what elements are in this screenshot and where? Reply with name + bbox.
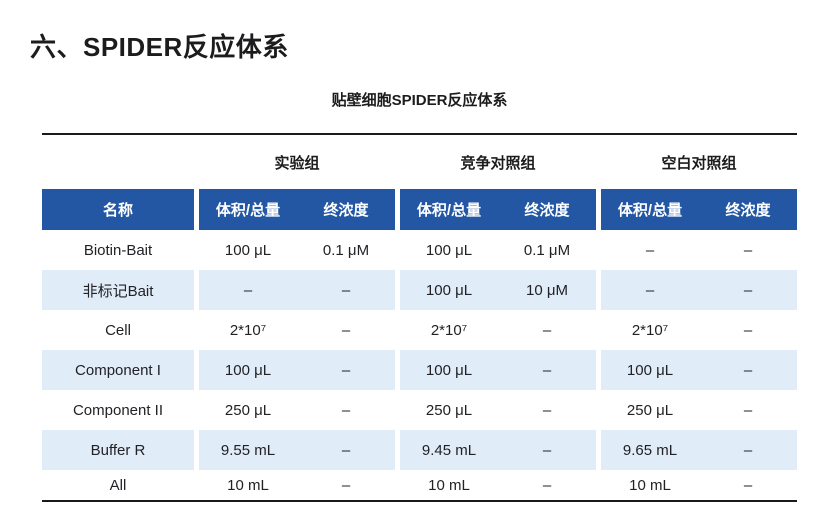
cell-concentration: – (341, 441, 351, 459)
row-group-3: 10 mL – (601, 470, 797, 500)
cell-concentration: – (341, 401, 351, 419)
row-group-1: 2*10⁷ – (199, 310, 395, 350)
cell-concentration: – (743, 321, 753, 339)
cell-concentration: – (542, 321, 552, 339)
cell-concentration: – (743, 361, 753, 379)
row-group-3: 2*10⁷ – (601, 310, 797, 350)
cell-concentration: – (743, 476, 753, 494)
row-group-1: 10 mL – (199, 470, 395, 500)
group-header-blank-control: 空白对照组 (661, 154, 737, 172)
column-header-row: 名称 体积/总量 终浓度 体积/总量 终浓度 体积/总量 终浓度 (42, 189, 797, 230)
cell-concentration: – (542, 441, 552, 459)
cell-concentration: 0.1 μM (523, 241, 571, 259)
cell-volume: 10 mL (227, 476, 269, 494)
table-caption: 贴壁细胞SPIDER反应体系 (331, 92, 508, 109)
column-header-group-1: 体积/总量 终浓度 (199, 189, 395, 230)
table-row: All 10 mL – 10 mL – 10 mL – (42, 470, 797, 500)
cell-concentration: – (341, 476, 351, 494)
cell-volume: 10 mL (629, 476, 671, 494)
cell-volume: – (645, 281, 655, 299)
row-group-2: 100 μL 10 μM (400, 270, 596, 310)
table-row: Component I 100 μL – 100 μL – 100 μL – (42, 350, 797, 390)
cell-concentration: – (542, 476, 552, 494)
row-group-1: 250 μL – (199, 390, 395, 430)
column-header-concentration: 终浓度 (323, 202, 369, 219)
cell-volume: 2*10⁷ (229, 321, 267, 339)
row-name: 非标记Bait (42, 270, 194, 310)
row-group-2: 250 μL – (400, 390, 596, 430)
cell-volume: 100 μL (224, 361, 272, 379)
table-row: Component II 250 μL – 250 μL – 250 μL – (42, 390, 797, 430)
column-header-group-2: 体积/总量 终浓度 (400, 189, 596, 230)
row-group-2: 2*10⁷ – (400, 310, 596, 350)
cell-volume: 2*10⁷ (430, 321, 468, 339)
cell-concentration: – (743, 441, 753, 459)
row-group-1: – – (199, 270, 395, 310)
cell-concentration: 10 μM (526, 281, 568, 299)
row-group-3: – – (601, 230, 797, 270)
cell-volume: 100 μL (425, 241, 473, 259)
row-group-3: – – (601, 270, 797, 310)
group-header-row: 实验组 竞争对照组 空白对照组 (42, 135, 797, 189)
cell-volume: 250 μL (626, 401, 674, 419)
column-header-name: 名称 (42, 189, 194, 230)
row-group-3: 250 μL – (601, 390, 797, 430)
table-row: 非标记Bait – – 100 μL 10 μM – – (42, 270, 797, 310)
row-group-3: 100 μL – (601, 350, 797, 390)
group-header-experimental: 实验组 (274, 154, 320, 172)
row-group-2: 10 mL – (400, 470, 596, 500)
cell-volume: – (243, 281, 253, 299)
cell-concentration: – (542, 361, 552, 379)
row-name: Component II (42, 390, 194, 430)
cell-volume: 250 μL (425, 401, 473, 419)
reaction-system-table: 实验组 竞争对照组 空白对照组 名称 体积/总量 终浓度 体积/总量 终浓度 体… (42, 133, 797, 502)
cell-concentration: – (743, 281, 753, 299)
cell-volume: 2*10⁷ (631, 321, 669, 339)
cell-concentration: – (341, 321, 351, 339)
column-header-concentration: 终浓度 (524, 202, 570, 219)
cell-concentration: – (341, 281, 351, 299)
cell-volume: 10 mL (428, 476, 470, 494)
section-title: 六、SPIDER反应体系 (30, 32, 289, 62)
cell-concentration: 0.1 μM (322, 241, 370, 259)
row-group-2: 100 μL – (400, 350, 596, 390)
cell-volume: 100 μL (425, 281, 473, 299)
group-header-spacer (42, 135, 194, 189)
column-header-group-3: 体积/总量 终浓度 (601, 189, 797, 230)
cell-concentration: – (341, 361, 351, 379)
cell-concentration: – (743, 401, 753, 419)
row-name: Component I (42, 350, 194, 390)
group-header-competition-control: 竞争对照组 (460, 154, 536, 172)
cell-volume: 250 μL (224, 401, 272, 419)
cell-volume: 100 μL (224, 241, 272, 259)
row-group-1: 100 μL – (199, 350, 395, 390)
row-group-2: 100 μL 0.1 μM (400, 230, 596, 270)
cell-concentration: – (743, 241, 753, 259)
table-row: Buffer R 9.55 mL – 9.45 mL – 9.65 mL – (42, 430, 797, 470)
cell-volume: 9.45 mL (421, 441, 477, 459)
column-header-volume: 体积/总量 (215, 202, 281, 219)
row-name: Biotin-Bait (42, 230, 194, 270)
column-header-volume: 体积/总量 (617, 202, 683, 219)
row-group-1: 9.55 mL – (199, 430, 395, 470)
row-name: All (42, 470, 194, 500)
row-group-3: 9.65 mL – (601, 430, 797, 470)
column-header-concentration: 终浓度 (725, 202, 771, 219)
cell-volume: 9.65 mL (622, 441, 678, 459)
cell-volume: – (645, 241, 655, 259)
row-name: Cell (42, 310, 194, 350)
row-group-2: 9.45 mL – (400, 430, 596, 470)
row-name: Buffer R (42, 430, 194, 470)
row-group-1: 100 μL 0.1 μM (199, 230, 395, 270)
cell-volume: 9.55 mL (220, 441, 276, 459)
table-row: Biotin-Bait 100 μL 0.1 μM 100 μL 0.1 μM … (42, 230, 797, 270)
cell-volume: 100 μL (626, 361, 674, 379)
table-row: Cell 2*10⁷ – 2*10⁷ – 2*10⁷ – (42, 310, 797, 350)
cell-volume: 100 μL (425, 361, 473, 379)
column-header-volume: 体积/总量 (416, 202, 482, 219)
cell-concentration: – (542, 401, 552, 419)
